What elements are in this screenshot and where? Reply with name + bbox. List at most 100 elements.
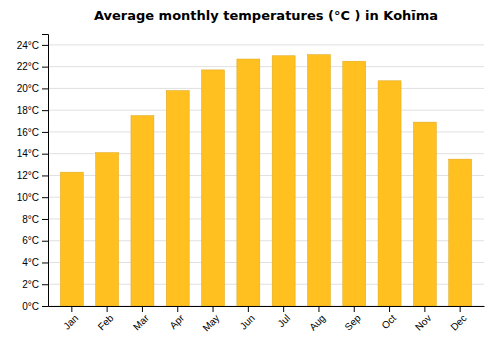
y-tick-label: 0°C (22, 301, 39, 312)
y-tick-label: 8°C (22, 214, 39, 225)
y-tick-label: 6°C (22, 235, 39, 246)
x-tick-label: Oct (379, 312, 398, 331)
y-tick-mark (42, 197, 48, 198)
y-tick-mark (42, 219, 48, 220)
y-tick: 24°C (17, 40, 48, 51)
plot: Jan Feb Mar Apr May Jun Jul Aug Sep Oct Nov Dec 0°C 2… (17, 35, 485, 334)
bars (60, 55, 471, 306)
grid-line (48, 88, 484, 89)
x-tick-label: Feb (96, 312, 116, 332)
y-tick-label: 24°C (17, 40, 39, 51)
y-tick-mark (42, 241, 48, 242)
y-tick-mark (42, 175, 48, 176)
x-tick-mark (248, 306, 249, 312)
x-tick-mark (142, 306, 143, 312)
x-tick-mark (71, 306, 72, 312)
y-tick-label: 18°C (17, 105, 39, 116)
x-tick-label: Sep (342, 312, 363, 333)
y-tick-mark (42, 306, 48, 307)
x-tick-label: Apr (167, 312, 186, 331)
bar (378, 81, 401, 306)
y-tick: 12°C (17, 170, 48, 181)
x-tick-label: Jun (238, 312, 257, 331)
y-tick: 14°C (17, 148, 48, 159)
x-tick-label: Nov (413, 312, 433, 332)
bar (272, 56, 295, 306)
y-tick: 4°C (22, 257, 48, 268)
x-tick: Jul (275, 306, 292, 329)
y-tick-label: 12°C (17, 170, 39, 181)
grid-line (48, 66, 484, 67)
y-tick-mark (42, 88, 48, 89)
x-tick: Mar (131, 306, 151, 332)
grid-line (48, 44, 484, 45)
x-tick: Jan (61, 306, 80, 332)
bar (343, 61, 366, 306)
x-tick-mark (213, 306, 214, 312)
y-tick: 22°C (17, 61, 48, 72)
y-tick-label: 14°C (17, 148, 39, 159)
y-tick-label: 20°C (17, 83, 39, 94)
y-tick: 8°C (22, 214, 48, 225)
y-tick: 2°C (22, 279, 48, 290)
x-tick-mark (318, 306, 319, 312)
x-tick-label: Jan (61, 312, 80, 331)
grid (48, 45, 484, 306)
x-tick: Oct (379, 306, 398, 331)
x-tick-mark (283, 306, 284, 312)
x-tick-label: Aug (307, 312, 327, 332)
y-tick-label: 2°C (22, 279, 39, 290)
y-tick-mark (42, 45, 48, 46)
title: Average monthly temperatures (°C ) in Ko… (94, 8, 438, 23)
x-tick: Sep (342, 306, 363, 333)
y-tick-label: 22°C (17, 61, 39, 72)
x-tick: Apr (167, 306, 186, 331)
bar (202, 70, 225, 306)
y-tick-label: 4°C (22, 257, 39, 268)
y-tick: 0°C (22, 301, 48, 312)
y-tick-mark (42, 67, 48, 68)
x-tick-label: Mar (131, 312, 151, 332)
x-tick: Jun (238, 306, 257, 332)
y-tick-mark (42, 154, 48, 155)
x-axis: Jan Feb Mar Apr May Jun Jul Aug Sep Oct Nov Dec (49, 306, 485, 334)
bar (131, 116, 154, 306)
bar (307, 55, 330, 306)
x-tick-mark (354, 306, 355, 312)
bar (413, 122, 436, 306)
chart-container: Jan Feb Mar Apr May Jun Jul Aug Sep Oct Nov Dec 0°C 2… (0, 0, 500, 350)
y-axis-line (42, 35, 49, 307)
y-tick: 6°C (22, 235, 48, 246)
y-tick: 10°C (17, 192, 48, 203)
y-tick-mark (42, 284, 48, 285)
y-tick: 16°C (17, 127, 48, 138)
y-tick-mark (42, 132, 48, 133)
x-axis-line (49, 306, 485, 307)
x-tick-mark (107, 306, 108, 312)
chart-svg: Jan Feb Mar Apr May Jun Jul Aug Sep Oct Nov Dec 0°C 2… (0, 0, 500, 350)
bar (166, 91, 189, 306)
bar (237, 59, 260, 306)
x-tick-mark (177, 306, 178, 312)
x-tick: Feb (96, 306, 116, 332)
y-tick-mark (42, 262, 48, 263)
x-tick-mark (424, 306, 425, 312)
y-tick: 20°C (17, 83, 48, 94)
bar (449, 159, 472, 306)
bar (60, 172, 83, 306)
y-axis: 0°C 2°C 4°C 6°C 8°C 10°C 12°C 14°C 16°C 18°C 20°C 2… (17, 35, 49, 312)
y-tick-label: 16°C (17, 127, 39, 138)
x-tick: Nov (413, 306, 433, 333)
x-tick: Aug (307, 306, 327, 333)
y-tick: 18°C (17, 105, 48, 116)
y-tick-mark (42, 110, 48, 111)
x-tick: Dec (448, 306, 468, 333)
x-tick-label: Dec (448, 312, 468, 332)
x-tick: May (200, 306, 221, 334)
x-tick-mark (389, 306, 390, 312)
grid-line (48, 110, 484, 111)
x-tick-mark (460, 306, 461, 312)
y-tick-label: 10°C (17, 192, 39, 203)
bar (96, 153, 119, 306)
x-tick-label: Jul (275, 312, 292, 329)
